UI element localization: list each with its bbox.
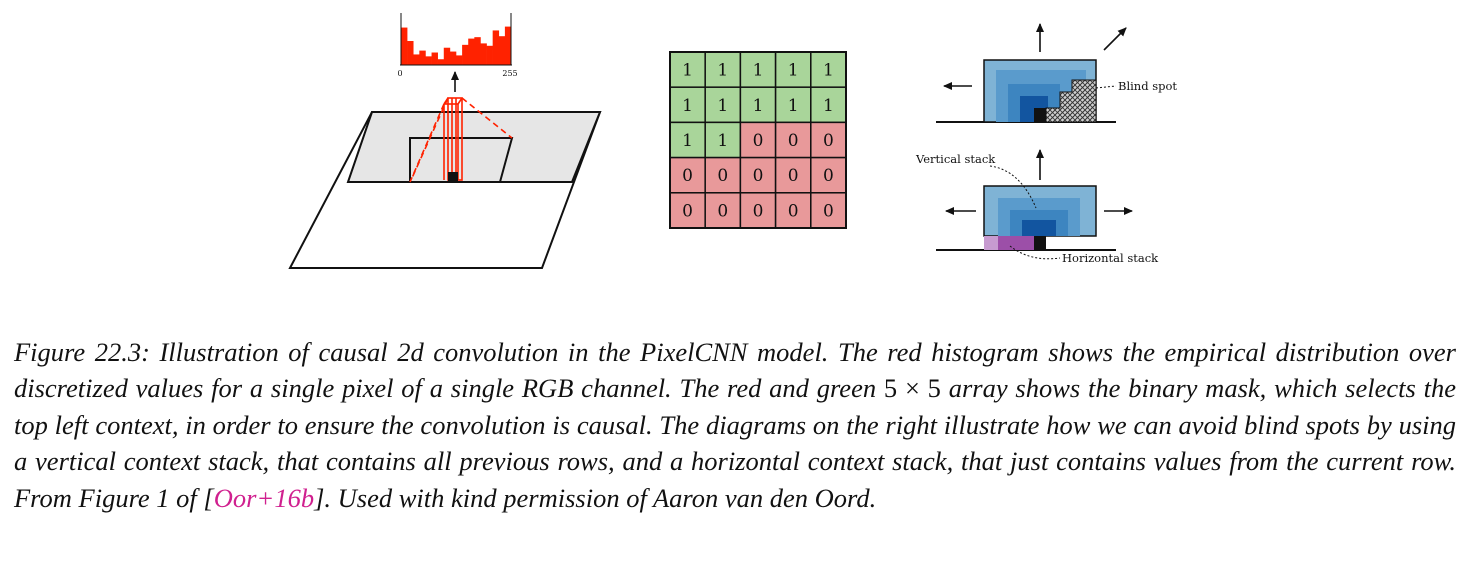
figure-caption: Figure 22.3: Illustration of causal 2d c… [14,334,1456,516]
mask-cell-value: 1 [753,96,764,116]
current-row-context [409,137,514,183]
mask-cell [774,192,812,229]
vertical-stack-darker [1022,220,1056,236]
mask-cell-value: 1 [717,61,728,81]
mask-cell-value: 1 [682,61,693,81]
histogram-bar [498,36,506,65]
mask-cell-value: 1 [788,61,799,81]
histogram-bar [419,50,426,65]
mask-border [669,51,847,229]
mask-cell-value: 0 [717,166,728,186]
mask-cell [810,121,847,159]
mask-cell-value: 1 [717,131,728,151]
citation-link[interactable]: Oor+16b [213,482,315,513]
mask-cell [774,121,812,159]
receptive-field-column [409,97,513,183]
histogram-bar [425,56,432,65]
mask-cell-value: 0 [682,166,693,186]
mask-cell [704,86,742,124]
mask-cell-value: 0 [753,166,764,186]
horizontal-stack-label: Horizontal stack [1062,251,1159,265]
histogram-bar [437,59,445,65]
histogram-bar [449,51,457,65]
mask-cell [739,156,777,194]
mask-cell-value: 0 [682,201,693,221]
mask-cell [774,86,812,124]
caption-middle: array shows the binary mask, which selec… [14,373,1456,513]
mask-cell [739,51,777,88]
histogram-bar [468,38,475,65]
mask-cell-value: 0 [788,201,799,221]
mask-cell-value: 1 [823,61,834,81]
mask-cell-value: 0 [823,201,834,221]
mask-cell-value: 1 [717,96,728,116]
blind-spot-hatch [1045,79,1097,123]
mask-cell-value: 0 [788,131,799,151]
mask-cell-value: 1 [682,131,693,151]
current-pixel-bottom [1034,236,1046,250]
caption-prefix: Figure 22.3: Illustration of causal 2d c… [14,337,1456,404]
blind-spot-diagram: Blind spot [936,23,1177,123]
mask-cell-value: 1 [823,96,834,116]
histogram-frame [400,13,512,65]
histogram-bar [456,55,463,65]
mask-cell-value: 0 [753,201,764,221]
current-pixel-top [1034,108,1046,122]
mask-cell-value: 0 [788,166,799,186]
pixelcnn-figure: 0 255 1 1 1 1 1 1 1 1 1 1 1 1 0 0 0 0 0 0 0 0 0 0 0 0 0 Blind sp… [288,13,1177,269]
mask-cell [704,156,742,194]
mask-cell-value: 0 [823,166,834,186]
histogram-bar [480,43,487,65]
vertical-stack-label: Vertical stack [915,152,996,166]
mask-cell-value: 1 [682,96,693,116]
histogram-bar [462,44,469,65]
histogram-bar [413,54,420,65]
histogram-min-label: 0 [397,69,402,78]
mask-cell-value: 0 [717,201,728,221]
histogram-bar [401,27,408,66]
stacks-diagram: Vertical stack Horizontal stack [915,149,1159,265]
histogram-bar [474,37,481,65]
caption-math: 5 × 5 [883,373,941,404]
caption-suffix: ]. Used with kind permission of Aaron va… [314,482,877,513]
histogram-bar [504,26,512,66]
current-pixel [448,172,458,182]
mask-cell-value: 1 [753,61,764,81]
histogram-bar [407,41,414,65]
binary-mask-grid: 1 1 1 1 1 1 1 1 1 1 1 1 0 0 0 0 0 0 0 0 0 0 0 0 0 [669,51,847,229]
horizontal-stack-dark [998,236,1034,250]
histogram-bar [443,47,451,65]
blind-spot-label: Blind spot [1118,79,1177,93]
mask-cell [704,192,742,229]
histogram [400,13,512,66]
convolution-diagram: 0 255 [288,13,602,269]
mask-cell [810,51,847,88]
mask-cell [704,121,742,159]
histogram-bar [486,45,493,65]
mask-cell-value: 0 [823,131,834,151]
histogram-bar [431,52,438,65]
mask-cell-value: 0 [753,131,764,151]
mask-cell-value: 1 [788,96,799,116]
histogram-bar [492,30,500,65]
histogram-max-label: 255 [502,69,517,78]
